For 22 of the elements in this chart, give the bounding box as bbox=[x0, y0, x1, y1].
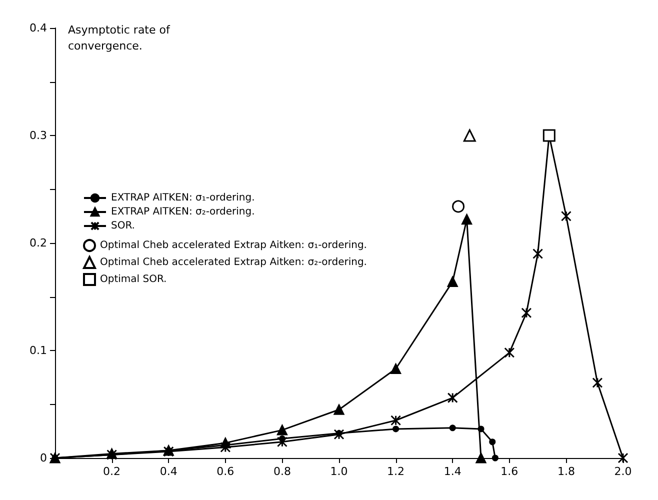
legend-label: EXTRAP AITKEN: σ₂-ordering. bbox=[111, 206, 255, 218]
x-tick-label: 1.2 bbox=[387, 465, 405, 478]
x-tick-label: 2.0 bbox=[614, 465, 632, 478]
y-axis-title: Asymptotic rate of convergence. bbox=[68, 24, 174, 52]
x-tick-label: 0.6 bbox=[216, 465, 234, 478]
legend-label: Optimal SOR. bbox=[100, 274, 167, 285]
x-tick-label: 1.8 bbox=[557, 465, 575, 478]
legend-label: Optimal Cheb accelerated Extrap Aitken: σ₁-ordering. bbox=[100, 240, 367, 251]
y-tick-label: 0.1 bbox=[30, 344, 47, 357]
legend-label: SOR. bbox=[111, 220, 135, 232]
legend-label: Optimal Cheb accelerated Extrap Aitken: σ₂-ordering. bbox=[100, 257, 367, 268]
y-tick-label: 0.3 bbox=[30, 129, 47, 142]
y-tick-label: 0.4 bbox=[30, 22, 47, 34]
x-tick-label: 0.4 bbox=[160, 465, 178, 478]
y-tick-label: 0 bbox=[40, 452, 47, 464]
legend-label: EXTRAP AITKEN: σ₁-ordering. bbox=[111, 192, 255, 204]
x-tick-label: 1.0 bbox=[330, 465, 348, 478]
x-tick-label: 1.6 bbox=[500, 465, 518, 478]
x-tick-label: 1.4 bbox=[444, 465, 462, 478]
x-tick-label: 0.2 bbox=[103, 465, 121, 478]
y-tick-label: 0.2 bbox=[30, 236, 47, 250]
x-tick-label: 0.8 bbox=[273, 465, 291, 478]
